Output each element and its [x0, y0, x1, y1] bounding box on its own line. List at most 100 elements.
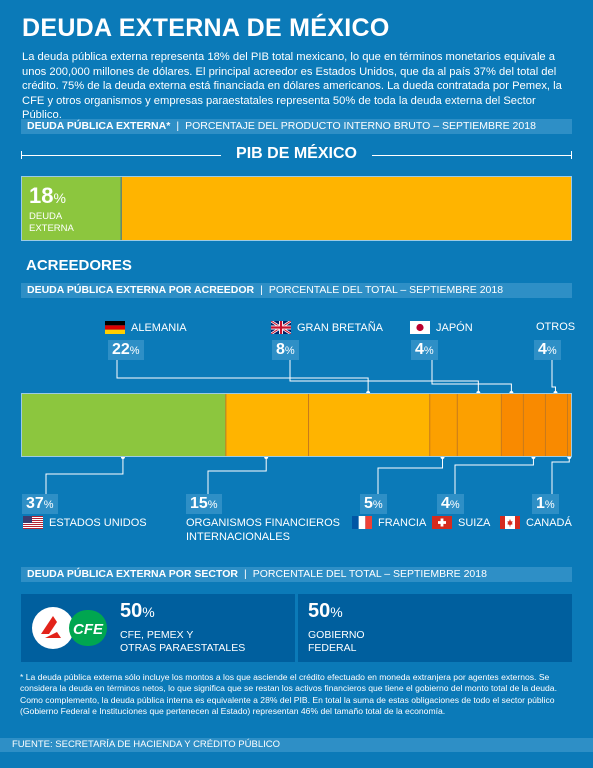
- value-alemania: 22%: [108, 340, 144, 360]
- page-title: DEUDA EXTERNA DE MÉXICO: [22, 14, 390, 42]
- value-francia-unit: %: [372, 499, 383, 511]
- sector-paraestatales-label: CFE, PEMEX Y OTRAS PARAESTATALES: [120, 629, 245, 655]
- cfe-logo-text: CFE: [73, 621, 104, 638]
- value-organismos-number: 15: [190, 495, 208, 512]
- source: FUENTE: SECRETARÍA DE HACIENDA Y CRÉDITO…: [0, 738, 593, 752]
- value-estados-unidos-unit: %: [43, 499, 54, 511]
- pib-value-number: 18: [29, 183, 54, 208]
- connector-bottom-1: [207, 457, 267, 494]
- usa-flag-icon: [23, 516, 43, 529]
- sector-gobierno-value: 50%: [308, 600, 343, 623]
- band-pib-thin: PORCENTAJE DEL PRODUCTO INTERNO BRUTO – …: [185, 120, 536, 132]
- value-alemania-number: 22: [112, 341, 130, 358]
- sector-gobierno-label-1: GOBIERNO: [308, 629, 365, 641]
- value-francia: 5%: [360, 494, 387, 514]
- creditor-bar-7: [545, 394, 568, 456]
- band-sector-thin: PORCENTALE DEL TOTAL – SEPTIEMBRE 2018: [252, 568, 487, 580]
- value-japon: 4%: [411, 340, 438, 360]
- value-japon-number: 4: [415, 341, 424, 358]
- label-organismos-text: ORGANISMOS FINANCIEROS INTERNACIONALES: [186, 517, 341, 543]
- connector-top-7: [551, 360, 556, 393]
- band-pib: DEUDA PÚBLICA EXTERNA* | PORCENTAJE DEL PR…: [21, 119, 572, 134]
- value-suiza-number: 4: [441, 495, 450, 512]
- label-japon-text: JAPÓN: [436, 321, 473, 334]
- sector-paraestatales-label-1: CFE, PEMEX Y: [120, 629, 194, 641]
- pib-rule-tick-right: [571, 151, 572, 159]
- value-estados-unidos-number: 37: [26, 495, 44, 512]
- label-francia: FRANCIA: [352, 516, 426, 529]
- pib-label: DEUDA EXTERNA: [29, 211, 74, 234]
- uk-flag-icon: [271, 321, 291, 334]
- connector-bottom-8: [551, 457, 570, 494]
- value-canada: 1%: [532, 494, 559, 514]
- pib-bar-segment-1: [121, 177, 571, 240]
- value-japon-unit: %: [423, 345, 434, 357]
- band-sector-sep: |: [244, 568, 247, 580]
- acreedores-heading: ACREEDORES: [26, 257, 132, 274]
- sector-paraestatales-label-2: OTRAS PARAESTATALES: [120, 642, 246, 654]
- connector-top-5: [431, 360, 512, 393]
- pib-rule-left: [21, 155, 221, 156]
- label-estados-unidos: ESTADOS UNIDOS: [23, 516, 147, 529]
- connector-bottom-6: [454, 457, 534, 494]
- pib-value: 18%: [29, 183, 66, 209]
- connector-bottom-3: [377, 457, 444, 494]
- pib-bar-segment-0: [22, 177, 122, 240]
- value-canada-unit: %: [544, 499, 555, 511]
- value-gran-bretana-unit: %: [284, 345, 295, 357]
- creditor-bar-0: [22, 394, 226, 456]
- sector-paraestatales-number: 50: [120, 600, 143, 622]
- pib-heading: PIB DE MÉXICO: [236, 145, 357, 162]
- label-canada-text: CANADÁ: [526, 516, 572, 529]
- sector-paraestatales-unit: %: [142, 604, 155, 620]
- value-gran-bretana-number: 8: [276, 341, 285, 358]
- label-gran-bretana-text: GRAN BRETAÑA: [297, 321, 383, 334]
- sector-box-paraestatales: CFE 50% CFE, PEMEX Y OTRAS PARAESTATALES: [21, 594, 295, 662]
- creditor-bar-6: [523, 394, 546, 456]
- creditor-bar-3: [429, 394, 458, 456]
- value-estados-unidos: 37%: [22, 494, 58, 514]
- pib-value-unit: %: [53, 190, 66, 206]
- band-acreedor-bold: DEUDA PÚBLICA EXTERNA POR ACREEDOR: [27, 284, 255, 296]
- label-suiza: SUIZA: [432, 516, 490, 529]
- france-flag-icon: [352, 516, 372, 529]
- canada-flag-icon: [500, 516, 520, 529]
- connector-top-2: [116, 360, 369, 393]
- value-otros-unit: %: [546, 345, 557, 357]
- value-suiza-unit: %: [449, 499, 460, 511]
- label-otros-text: OTROS: [536, 321, 576, 333]
- pib-rule-right: [372, 155, 572, 156]
- creditor-bar-1: [225, 394, 309, 456]
- value-francia-number: 5: [364, 495, 373, 512]
- cfe-logo-icon: CFE: [32, 607, 107, 649]
- label-francia-text: FRANCIA: [378, 516, 427, 529]
- footnote: * La deuda pública externa sólo incluye …: [20, 672, 557, 716]
- creditor-bar-5: [501, 394, 524, 456]
- value-canada-number: 1: [536, 495, 545, 512]
- band-pib-bold: DEUDA PÚBLICA EXTERNA*: [27, 120, 171, 132]
- label-alemania-text: ALEMANIA: [131, 321, 187, 334]
- label-estados-unidos-text: ESTADOS UNIDOS: [49, 516, 147, 529]
- band-acreedor-sep: |: [260, 284, 263, 296]
- creditor-bar-chart: [21, 393, 572, 457]
- value-gran-bretana: 8%: [272, 340, 299, 360]
- creditor-bar-8: [567, 394, 571, 456]
- value-organismos-unit: %: [207, 499, 218, 511]
- label-suiza-text: SUIZA: [458, 516, 491, 529]
- creditor-bar-2: [308, 394, 430, 456]
- band-acreedor: DEUDA PÚBLICA EXTERNA POR ACREEDOR | PORCE…: [21, 283, 572, 298]
- label-alemania: ALEMANIA: [105, 321, 187, 334]
- label-japon: JAPÓN: [410, 321, 473, 334]
- japan-flag-icon: [410, 321, 430, 334]
- band-sector: DEUDA PÚBLICA EXTERNA POR SECTOR | PORCENT…: [21, 567, 572, 582]
- intro-text: La deuda pública externa representa 18% …: [22, 51, 562, 122]
- label-otros: OTROS: [536, 321, 575, 333]
- sector-paraestatales-value: 50%: [120, 600, 155, 623]
- sector-gobierno-unit: %: [330, 604, 343, 620]
- label-gran-bretana: GRAN BRETAÑA: [271, 321, 383, 334]
- label-organismos: ORGANISMOS FINANCIEROS INTERNACIONALES: [186, 516, 346, 544]
- creditor-bar-4: [457, 394, 502, 456]
- sector-box-gobierno: 50% GOBIERNO FEDERAL: [298, 594, 572, 662]
- pib-bar-chart: [21, 176, 572, 241]
- value-alemania-unit: %: [129, 345, 140, 357]
